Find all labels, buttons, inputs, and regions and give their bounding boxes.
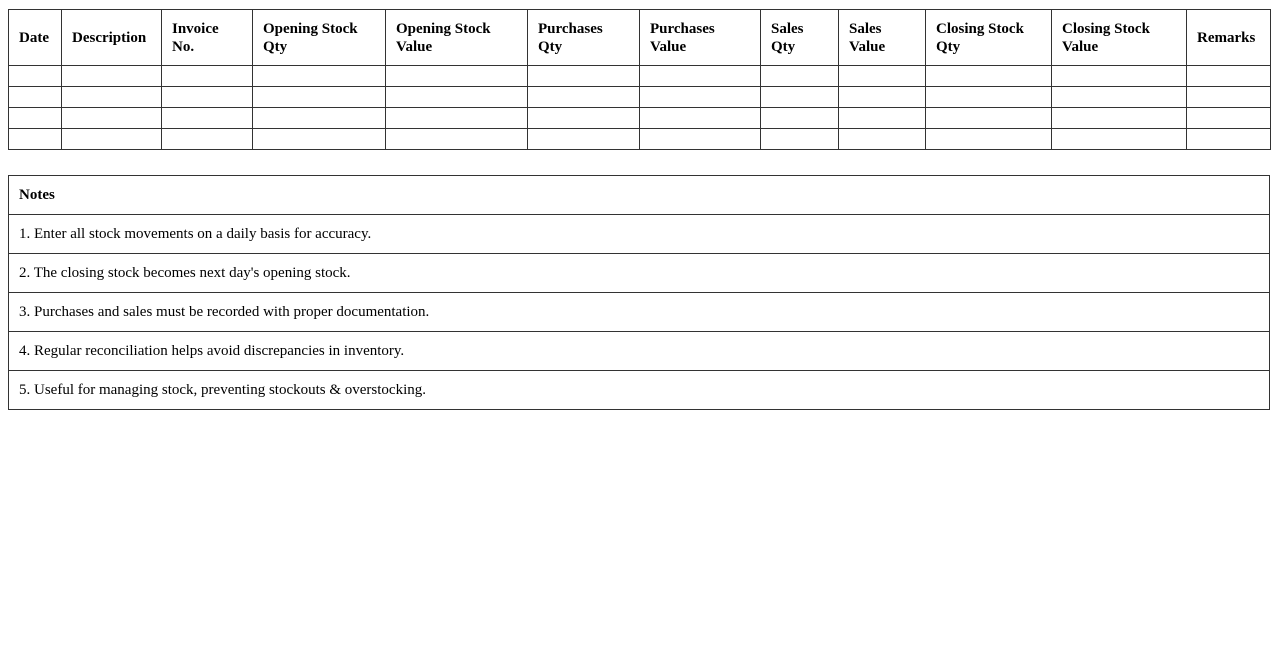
table-cell[interactable] bbox=[8, 86, 62, 108]
table-cell[interactable] bbox=[1186, 128, 1271, 150]
table-cell[interactable] bbox=[1051, 107, 1187, 129]
table-row bbox=[8, 86, 1271, 108]
column-header: Closing Stock Value bbox=[1051, 9, 1187, 66]
table-cell[interactable] bbox=[1186, 107, 1271, 129]
column-header: Purchases Qty bbox=[527, 9, 640, 66]
column-header: Description bbox=[61, 9, 162, 66]
table-cell[interactable] bbox=[925, 86, 1052, 108]
header-row: Date Description Invoice No. Opening Stock … bbox=[8, 9, 1271, 66]
table-cell[interactable] bbox=[161, 86, 253, 108]
table-cell[interactable] bbox=[385, 65, 528, 87]
note-item: 5. Useful for managing stock, preventing… bbox=[8, 370, 1270, 410]
table-cell[interactable] bbox=[385, 107, 528, 129]
table-cell[interactable] bbox=[639, 65, 761, 87]
table-cell[interactable] bbox=[925, 128, 1052, 150]
table-cell[interactable] bbox=[527, 65, 640, 87]
table-cell[interactable] bbox=[8, 107, 62, 129]
note-item: 3. Purchases and sales must be recorded … bbox=[8, 292, 1270, 332]
notes-table: Notes 1. Enter all stock movements on a … bbox=[8, 175, 1270, 410]
note-item: 2. The closing stock becomes next day's … bbox=[8, 253, 1270, 293]
stock-register-table: Date Description Invoice No. Opening Stock … bbox=[8, 9, 1271, 150]
table-cell[interactable] bbox=[161, 128, 253, 150]
table-cell[interactable] bbox=[838, 107, 926, 129]
column-header: Closing Stock Qty bbox=[925, 9, 1052, 66]
notes-title: Notes bbox=[8, 175, 1270, 215]
table-cell[interactable] bbox=[385, 128, 528, 150]
table-cell[interactable] bbox=[1051, 86, 1187, 108]
column-header: Remarks bbox=[1186, 9, 1271, 66]
column-header: Invoice No. bbox=[161, 9, 253, 66]
column-header: Sales Qty bbox=[760, 9, 839, 66]
table-cell[interactable] bbox=[639, 107, 761, 129]
table-cell[interactable] bbox=[161, 65, 253, 87]
table-cell[interactable] bbox=[8, 65, 62, 87]
table-cell[interactable] bbox=[639, 128, 761, 150]
table-cell[interactable] bbox=[161, 107, 253, 129]
table-cell[interactable] bbox=[61, 128, 162, 150]
table-row bbox=[8, 107, 1271, 129]
column-header: Date bbox=[8, 9, 62, 66]
table-cell[interactable] bbox=[1051, 65, 1187, 87]
column-header: Opening Stock Qty bbox=[252, 9, 386, 66]
table-cell[interactable] bbox=[527, 86, 640, 108]
table-cell[interactable] bbox=[1186, 86, 1271, 108]
table-cell[interactable] bbox=[925, 107, 1052, 129]
note-item: 1. Enter all stock movements on a daily … bbox=[8, 214, 1270, 254]
table-cell[interactable] bbox=[527, 128, 640, 150]
table-cell[interactable] bbox=[1051, 128, 1187, 150]
table-row bbox=[8, 128, 1271, 150]
column-header: Sales Value bbox=[838, 9, 926, 66]
table-cell[interactable] bbox=[61, 107, 162, 129]
table-cell[interactable] bbox=[252, 86, 386, 108]
table-cell[interactable] bbox=[639, 86, 761, 108]
note-item: 4. Regular reconciliation helps avoid di… bbox=[8, 331, 1270, 371]
table-cell[interactable] bbox=[385, 86, 528, 108]
column-header: Opening Stock Value bbox=[385, 9, 528, 66]
table-cell[interactable] bbox=[838, 65, 926, 87]
table-cell[interactable] bbox=[1186, 65, 1271, 87]
table-cell[interactable] bbox=[527, 107, 640, 129]
table-row bbox=[8, 65, 1271, 87]
table-cell[interactable] bbox=[61, 86, 162, 108]
column-header: Purchases Value bbox=[639, 9, 761, 66]
table-cell[interactable] bbox=[760, 65, 839, 87]
table-cell[interactable] bbox=[252, 128, 386, 150]
table-cell[interactable] bbox=[252, 65, 386, 87]
table-cell[interactable] bbox=[760, 107, 839, 129]
table-cell[interactable] bbox=[8, 128, 62, 150]
table-cell[interactable] bbox=[760, 128, 839, 150]
table-cell[interactable] bbox=[252, 107, 386, 129]
table-cell[interactable] bbox=[838, 86, 926, 108]
table-cell[interactable] bbox=[838, 128, 926, 150]
table-cell[interactable] bbox=[925, 65, 1052, 87]
table-cell[interactable] bbox=[61, 65, 162, 87]
table-cell[interactable] bbox=[760, 86, 839, 108]
